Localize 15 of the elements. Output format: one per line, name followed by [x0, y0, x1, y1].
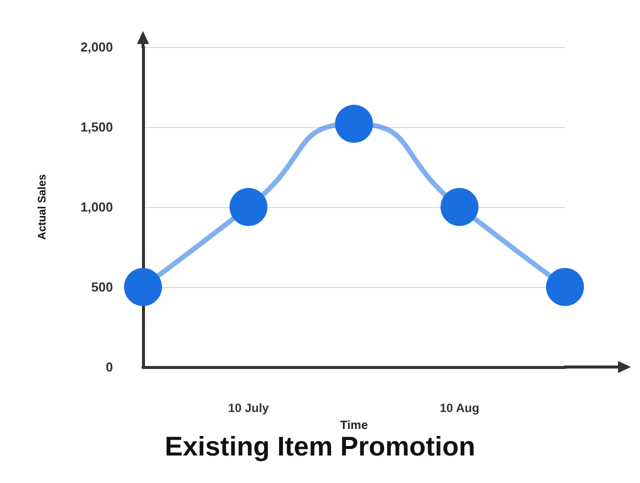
x-tick-label: 10 Aug	[440, 401, 480, 415]
point	[230, 188, 268, 226]
x-tick-label: 10 July	[228, 401, 270, 415]
point	[335, 104, 373, 143]
y-tick-label: 500	[91, 280, 113, 294]
x-axis-title: Time	[340, 418, 368, 432]
point	[546, 268, 584, 306]
point	[440, 188, 478, 226]
y-tick-label: 2,000	[80, 40, 113, 54]
y-tick-label: 1,000	[80, 200, 113, 214]
point	[124, 268, 162, 306]
y-tick-label: 1,500	[80, 120, 113, 134]
y-tick-label: 0	[106, 360, 113, 374]
text: Existing Item Promotion	[164, 432, 476, 462]
y-axis-title: Actual Sales	[36, 174, 48, 240]
